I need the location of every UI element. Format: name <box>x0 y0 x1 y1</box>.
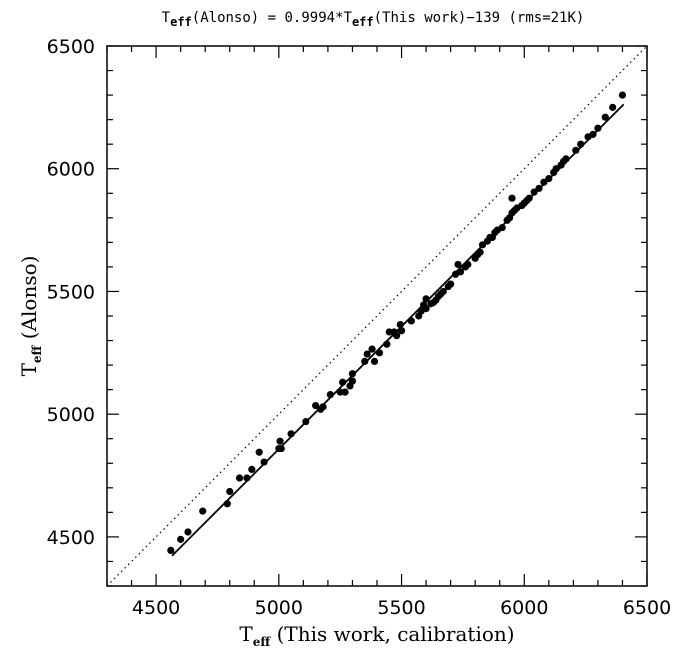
data-point <box>572 146 580 154</box>
data-point <box>277 444 285 453</box>
axis-ticks <box>106 45 648 587</box>
data-point <box>454 260 462 269</box>
data-point <box>476 248 484 256</box>
data-point <box>439 287 447 296</box>
data-point <box>393 332 401 340</box>
data-point <box>341 388 349 396</box>
plot-frame <box>106 45 648 587</box>
y-tick-label: 5500 <box>47 281 95 303</box>
data-point <box>184 528 192 536</box>
data-point <box>552 165 560 173</box>
data-points <box>167 91 627 555</box>
data-point <box>407 317 415 325</box>
data-point <box>255 448 263 456</box>
data-point <box>326 390 334 399</box>
y-tick-label: 6000 <box>47 159 95 181</box>
data-point <box>363 350 371 358</box>
data-point <box>422 305 430 313</box>
y-tick-labels: 4500 5000 5500 6000 6500 <box>47 36 95 549</box>
data-point <box>397 327 406 335</box>
data-point <box>312 401 320 410</box>
data-point <box>508 194 516 202</box>
data-point <box>199 507 207 515</box>
y-tick-label: 6500 <box>47 36 95 58</box>
data-point <box>540 178 548 186</box>
data-point <box>601 113 609 121</box>
data-point <box>609 103 617 111</box>
x-tick-labels: 4500 5000 5500 6000 6500 <box>132 597 671 619</box>
data-point <box>577 140 585 148</box>
x-tick-label: 5500 <box>377 597 425 619</box>
data-point <box>530 188 538 196</box>
data-point <box>243 474 251 482</box>
data-point <box>302 417 310 426</box>
data-point <box>545 174 553 183</box>
chart-title: Teff(Alonso) = 0.9994*Teff(This work)−13… <box>162 10 585 29</box>
data-point <box>396 320 404 329</box>
data-point <box>456 268 465 276</box>
x-axis-label: Teff (This work, calibration) <box>239 622 514 648</box>
data-point <box>464 260 472 269</box>
data-point <box>525 194 533 202</box>
data-point <box>562 155 570 163</box>
data-point <box>535 184 543 192</box>
data-point <box>226 487 234 496</box>
data-point <box>618 91 627 99</box>
data-point <box>594 124 602 132</box>
data-point <box>589 130 597 138</box>
data-point <box>260 458 268 466</box>
data-point <box>348 370 357 378</box>
data-point <box>447 280 455 288</box>
data-point <box>478 241 487 249</box>
x-tick-label: 4500 <box>132 597 180 619</box>
one-to-one-reference-line <box>106 45 648 587</box>
data-point <box>287 430 295 438</box>
data-point <box>339 378 347 386</box>
x-tick-label: 5000 <box>255 597 303 619</box>
data-point <box>248 465 256 474</box>
data-point <box>167 546 175 555</box>
y-axis-label: Teff (Alonso) <box>17 256 44 377</box>
data-point <box>223 500 231 508</box>
data-point <box>177 535 185 543</box>
x-tick-label: 6500 <box>623 597 671 619</box>
data-point <box>348 377 357 385</box>
data-point <box>361 357 369 366</box>
data-point <box>375 349 384 357</box>
x-tick-label: 6000 <box>500 597 548 619</box>
data-point <box>235 474 244 482</box>
data-point <box>498 224 506 232</box>
y-tick-label: 4500 <box>47 527 95 549</box>
data-point <box>422 295 430 303</box>
data-point <box>319 403 327 411</box>
data-point <box>370 357 379 366</box>
data-point <box>276 437 284 445</box>
y-tick-label: 5000 <box>47 404 95 426</box>
data-point <box>383 340 391 348</box>
data-point <box>368 345 376 353</box>
